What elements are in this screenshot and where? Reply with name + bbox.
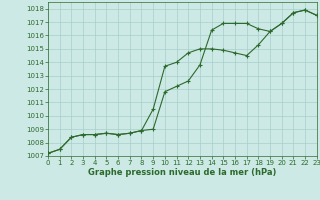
X-axis label: Graphe pression niveau de la mer (hPa): Graphe pression niveau de la mer (hPa) <box>88 168 276 177</box>
